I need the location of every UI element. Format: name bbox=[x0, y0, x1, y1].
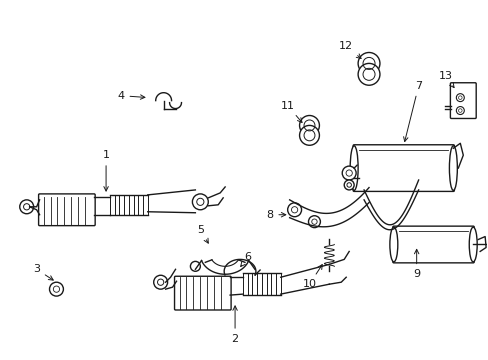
Circle shape bbox=[299, 116, 319, 135]
Text: 13: 13 bbox=[438, 71, 453, 87]
Circle shape bbox=[192, 194, 208, 210]
Circle shape bbox=[49, 282, 63, 296]
Circle shape bbox=[20, 200, 34, 214]
Circle shape bbox=[455, 107, 463, 114]
Ellipse shape bbox=[448, 146, 456, 190]
Text: 9: 9 bbox=[412, 249, 419, 279]
FancyBboxPatch shape bbox=[39, 194, 95, 226]
Text: 8: 8 bbox=[265, 210, 285, 220]
Text: 7: 7 bbox=[403, 81, 421, 141]
FancyBboxPatch shape bbox=[449, 83, 475, 118]
Circle shape bbox=[357, 53, 379, 74]
Circle shape bbox=[287, 203, 301, 217]
Circle shape bbox=[357, 63, 379, 85]
Ellipse shape bbox=[468, 227, 476, 262]
Circle shape bbox=[308, 216, 320, 228]
Text: 11: 11 bbox=[280, 100, 302, 122]
Circle shape bbox=[342, 166, 355, 180]
Circle shape bbox=[153, 275, 167, 289]
Text: 10: 10 bbox=[302, 265, 322, 289]
Circle shape bbox=[299, 125, 319, 145]
Circle shape bbox=[190, 261, 200, 271]
Text: 3: 3 bbox=[33, 264, 53, 280]
Text: 5: 5 bbox=[197, 225, 208, 243]
Ellipse shape bbox=[349, 146, 357, 190]
Text: 4: 4 bbox=[117, 91, 144, 101]
FancyBboxPatch shape bbox=[352, 145, 453, 192]
Circle shape bbox=[344, 180, 353, 190]
Circle shape bbox=[455, 94, 463, 102]
Text: 1: 1 bbox=[102, 150, 109, 191]
FancyBboxPatch shape bbox=[174, 276, 231, 310]
FancyBboxPatch shape bbox=[392, 226, 473, 263]
Text: 12: 12 bbox=[339, 41, 360, 58]
Text: 2: 2 bbox=[231, 306, 238, 344]
Text: 6: 6 bbox=[240, 252, 251, 266]
Ellipse shape bbox=[389, 227, 397, 262]
